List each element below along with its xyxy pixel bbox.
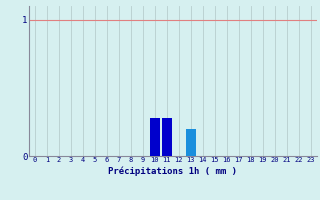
Bar bbox=[186, 129, 196, 156]
Bar bbox=[150, 118, 160, 156]
Bar bbox=[162, 118, 172, 156]
X-axis label: Précipitations 1h ( mm ): Précipitations 1h ( mm ) bbox=[108, 166, 237, 176]
